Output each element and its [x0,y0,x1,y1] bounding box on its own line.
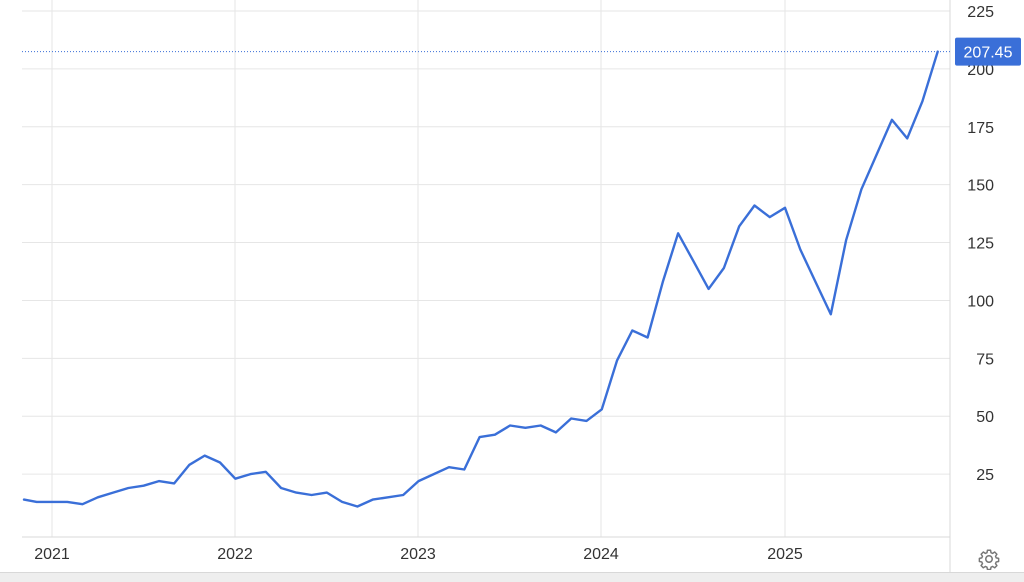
y-tick-label: 200 [967,62,994,79]
last-value-badge-text: 207.45 [964,45,1013,62]
y-tick-label: 100 [967,293,994,310]
y-tick-label: 225 [967,4,994,21]
y-axis: 25 50 75 100 125 150 175 200 225 [967,4,994,484]
x-tick-label: 2023 [400,546,436,563]
y-tick-label: 50 [976,409,994,426]
y-tick-label: 125 [967,236,994,253]
x-axis: 2021 2022 2023 2024 2025 [34,546,803,563]
vertical-gridlines [51,0,786,537]
y-tick-label: 25 [976,467,994,484]
x-tick-label: 2022 [217,546,253,563]
last-value-badge: 207.45 [955,37,1021,66]
horizontal-gridlines [22,10,950,475]
y-tick-label: 175 [967,120,994,137]
y-tick-label: 150 [967,178,994,195]
x-tick-label: 2024 [583,546,619,563]
price-series-line [22,50,939,508]
gear-icon [978,549,1000,570]
settings-button[interactable] [978,548,1000,570]
y-tick-label: 75 [976,351,994,368]
x-tick-label: 2021 [34,546,70,563]
x-tick-label: 2025 [767,546,803,563]
last-value-badge-bg [955,37,1021,66]
chart-footer-strip [0,572,1024,582]
